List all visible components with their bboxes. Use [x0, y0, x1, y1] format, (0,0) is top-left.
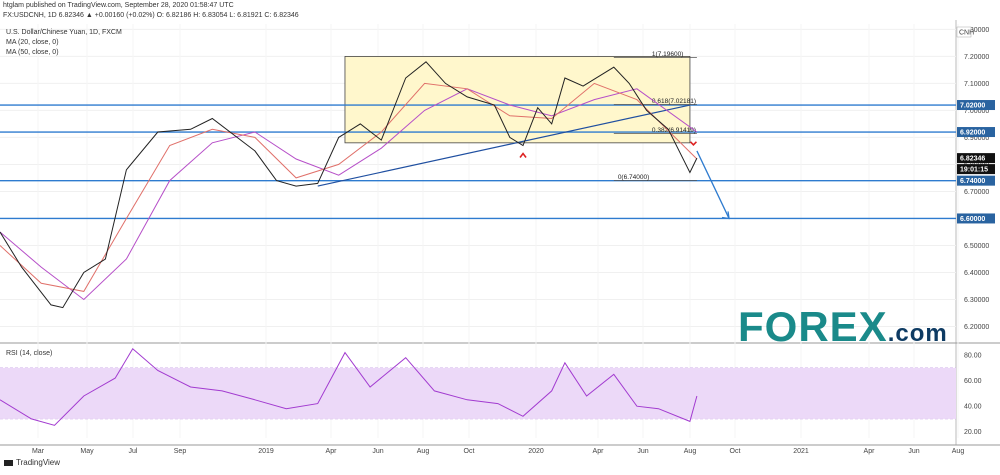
- time-tick-label: Mar: [32, 448, 45, 455]
- price-tick-label: 7.10000: [964, 81, 989, 88]
- ma20-label: MA (20, close, 0): [6, 39, 59, 46]
- quote-line: FX:USDCNH, 1D 6.82346 ▲ +0.00160 (+0.02%…: [3, 12, 299, 19]
- time-tick-label: Oct: [730, 448, 741, 455]
- fib-level-label: 1(7.19600): [652, 51, 683, 58]
- fib-level-label: 0(6.74000): [618, 174, 649, 181]
- time-tick-label: May: [80, 448, 94, 455]
- red-marker-trendline: [519, 152, 527, 159]
- chart-title: U.S. Dollar/Chinese Yuan, 1D, FXCM: [6, 29, 122, 36]
- price-tick-label: 6.90000: [964, 135, 989, 142]
- ma50-line: [0, 88, 698, 301]
- tradingview-footer: TradingView: [16, 458, 61, 467]
- projection-arrow: [696, 150, 730, 219]
- rsi-label: RSI (14, close): [6, 350, 53, 357]
- time-tick-label: Aug: [417, 448, 430, 455]
- time-tick-label: 2019: [258, 448, 274, 455]
- price-level-badge-text: 19:01:15: [960, 167, 988, 174]
- rsi-tick-label: 20.00: [964, 429, 982, 436]
- price-level-badge: [957, 213, 995, 224]
- price-level-badge: [957, 153, 995, 164]
- price-level-badge-text: 7.02000: [960, 103, 985, 110]
- ma50-label: MA (50, close, 0): [6, 49, 59, 56]
- publisher-text: htglam published on TradingView.com, Sep…: [3, 2, 234, 9]
- price-level-badge: [957, 164, 995, 175]
- price-tick-label: 6.40000: [964, 270, 989, 277]
- time-tick-label: Aug: [952, 448, 965, 455]
- time-tick-label: Oct: [464, 448, 475, 455]
- currency-box: [956, 26, 972, 38]
- forex-logo-text: FOREX: [738, 303, 888, 350]
- rsi-band: [0, 367, 956, 419]
- price-tick-label: 7.30000: [964, 27, 989, 34]
- time-tick-label: Apr: [593, 448, 605, 455]
- forex-logo-suffix: .com: [887, 320, 948, 347]
- time-tick-label: Aug: [684, 448, 697, 455]
- time-tick-label: 2021: [793, 448, 809, 455]
- price-tick-label: 7.00000: [964, 108, 989, 115]
- time-tick-label: Apr: [864, 448, 876, 455]
- rsi-line: [0, 348, 698, 426]
- rsi-tick-label: 60.00: [964, 378, 982, 385]
- price-tick-label: 6.20000: [964, 324, 989, 331]
- red-marker-box: [689, 141, 697, 146]
- price-tick-label: 6.50000: [964, 243, 989, 250]
- time-tick-label: Sep: [174, 448, 187, 455]
- price-tick-label: 7.20000: [964, 54, 989, 61]
- fib-level-label: 0.382(6.91419): [652, 127, 696, 134]
- currency-label: CNH: [959, 30, 974, 37]
- price-level-badge-text: 6.82346: [960, 156, 985, 163]
- time-tick-label: 2020: [528, 448, 544, 455]
- projection-arrow-head: [721, 211, 730, 220]
- price-level-badge-text: 6.92000: [960, 130, 985, 137]
- time-tick-label: Jun: [908, 448, 919, 455]
- price-level-badge: [957, 100, 995, 111]
- ma20-line: [0, 82, 698, 292]
- price-level-badge: [957, 127, 995, 138]
- price-level-badge-text: 6.74000: [960, 178, 985, 185]
- price-line: [0, 61, 698, 309]
- time-tick-label: Apr: [326, 448, 338, 455]
- time-tick-label: Jun: [637, 448, 648, 455]
- price-level-badge-text: 6.60000: [960, 216, 985, 223]
- time-tick-label: Jul: [129, 448, 138, 455]
- tradingview-logo-icon: [4, 460, 13, 466]
- fib-level-label: 0.618(7.02181): [652, 98, 696, 105]
- rsi-tick-label: 40.00: [964, 404, 982, 411]
- price-tick-label: 6.30000: [964, 297, 989, 304]
- price-tick-label: 6.70000: [964, 189, 989, 196]
- consolidation-rectangle: [344, 56, 691, 144]
- time-tick-label: Jun: [372, 448, 383, 455]
- trendline: [317, 104, 691, 187]
- price-level-badge: [957, 175, 995, 186]
- forex-logo: FOREX.com: [738, 306, 948, 355]
- rsi-tick-label: 80.00: [964, 353, 982, 360]
